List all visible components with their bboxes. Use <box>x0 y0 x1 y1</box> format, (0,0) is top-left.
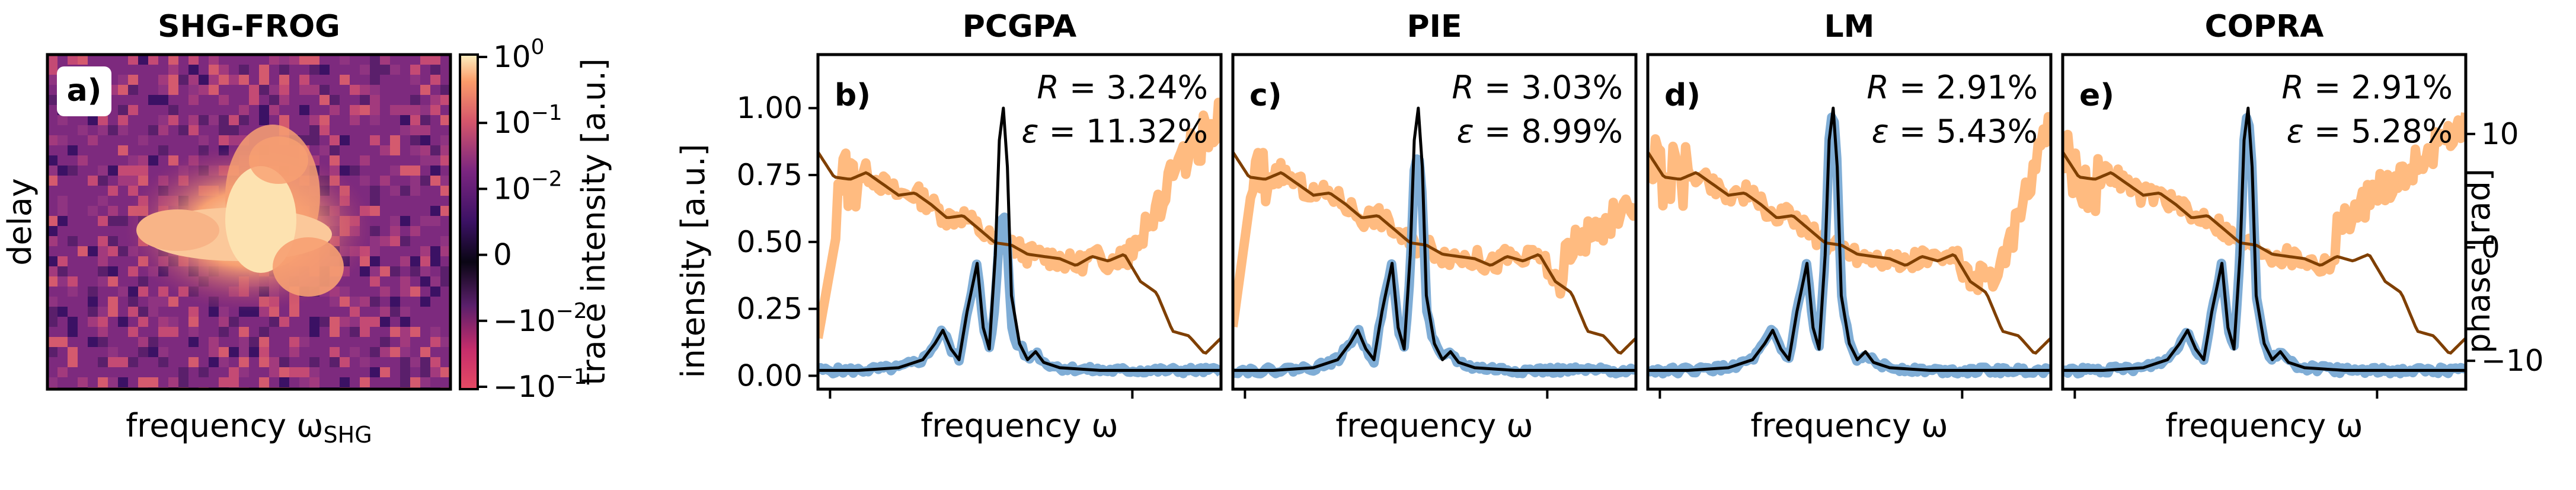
colorbar-tick-label: 10−2 <box>493 167 562 206</box>
metric-R: R = 2.91% <box>1867 69 2038 106</box>
panel-frame <box>816 53 1223 391</box>
true-intensity-line <box>2063 106 2466 372</box>
panel-xlabel: frequency ω <box>1750 407 1948 444</box>
panel-title: PCGPA <box>963 9 1077 44</box>
retrieved-phase-line <box>2063 112 2466 277</box>
metric-R: R = 3.24% <box>1037 69 1208 106</box>
colorbar-strip <box>459 53 479 390</box>
colorbar-tick-label: 10−1 <box>493 101 562 140</box>
intensity-tick-label: 0.50 <box>737 225 803 259</box>
heatmap-xlabel: frequency ωSHG <box>126 407 372 448</box>
panel-title: PIE <box>1407 9 1462 44</box>
true-phase-line <box>818 151 1221 355</box>
true-phase-line <box>2063 151 2466 355</box>
colorbar-label: trace intensity [a.u.] <box>575 58 612 386</box>
panel-label: c) <box>1249 78 1282 113</box>
panel-a-label: a) <box>67 73 102 109</box>
retrieved-phase-line <box>818 97 1221 339</box>
intensity-tick-label: 0.75 <box>737 158 803 192</box>
intensity-ylabel: intensity [a.u.] <box>675 144 712 378</box>
colorbar-tick-label: −10−1 <box>493 365 587 404</box>
phase-tick-label: 10 <box>2481 117 2519 151</box>
heatmap-title: SHG-FROG <box>158 9 340 44</box>
metric-epsilon: ε = 5.28% <box>2287 113 2453 150</box>
phase-tick-label: −10 <box>2481 343 2544 378</box>
panel-pie: PIE c) R = 3.03% ε = 8.99% frequency ω <box>1231 9 1638 444</box>
true-phase-line <box>1233 151 1636 355</box>
panel-a-label-box <box>57 66 111 116</box>
heatmap-signal <box>124 125 373 311</box>
colorbar-tick-label: 0 <box>493 238 512 272</box>
panel-copra: COPRA e) R = 2.91% ε = 5.28% frequency ω −10 0… <box>2061 9 2544 444</box>
phase-tick-label: 0 <box>2481 230 2500 265</box>
colorbar-tick-label: −10−2 <box>493 299 587 338</box>
true-intensity-line <box>1233 106 1636 372</box>
panel-pcgpa: PCGPA b) R = 3.24% ε = 11.32% frequency ω 0.0… <box>737 9 1223 444</box>
heatmap-ylabel: delay <box>1 178 39 266</box>
line-panels: PCGPA b) R = 3.24% ε = 11.32% frequency ω 0.0… <box>737 9 2544 444</box>
true-phase-line <box>1648 151 2051 355</box>
metric-epsilon: ε = 5.43% <box>1872 113 2038 150</box>
panel-frame <box>1231 53 1638 391</box>
metric-R: R = 2.91% <box>2281 69 2453 106</box>
metric-epsilon: ε = 8.99% <box>1457 113 1623 150</box>
intensity-tick-label: 0.00 <box>737 358 803 393</box>
panel-label: b) <box>835 78 871 113</box>
panel-label: d) <box>1664 78 1701 113</box>
intensity-tick-label: 0.25 <box>737 292 803 326</box>
retrieved-phase-line <box>1233 148 1636 327</box>
retrieved-phase-line <box>1648 112 2051 295</box>
heatmap-panel: SHG-FROG a) delay frequency ωSHG <box>1 9 452 448</box>
panel-title: LM <box>1824 9 1875 44</box>
intensity-tick-label: 1.00 <box>737 91 803 125</box>
true-intensity-line <box>1648 106 2051 372</box>
true-intensity-line <box>818 106 1221 372</box>
panel-xlabel: frequency ω <box>1335 407 1533 444</box>
panel-frame <box>2061 53 2468 391</box>
metric-epsilon: ε = 11.32% <box>1021 113 1208 150</box>
panel-xlabel: frequency ω <box>921 407 1118 444</box>
phase-ylabel: phase [rad] <box>2460 168 2497 354</box>
heatmap-frame <box>46 53 452 391</box>
colorbar: 100 10−1 10−2 0 −10−2 −10−1 trace intensity [… <box>459 35 612 404</box>
panel-label: e) <box>2079 78 2114 113</box>
panel-lm: LM d) R = 2.91% ε = 5.43% frequency ω <box>1646 9 2053 444</box>
panel-frame <box>1646 53 2053 391</box>
metric-R: R = 3.03% <box>1452 69 1623 106</box>
panel-xlabel: frequency ω <box>2165 407 2363 444</box>
colorbar-tick-label: 100 <box>493 35 545 74</box>
panel-title: COPRA <box>2205 9 2324 44</box>
heatmap-noise <box>47 55 450 389</box>
colorbar-ticks: 100 10−1 10−2 0 −10−2 −10−1 <box>478 35 587 404</box>
